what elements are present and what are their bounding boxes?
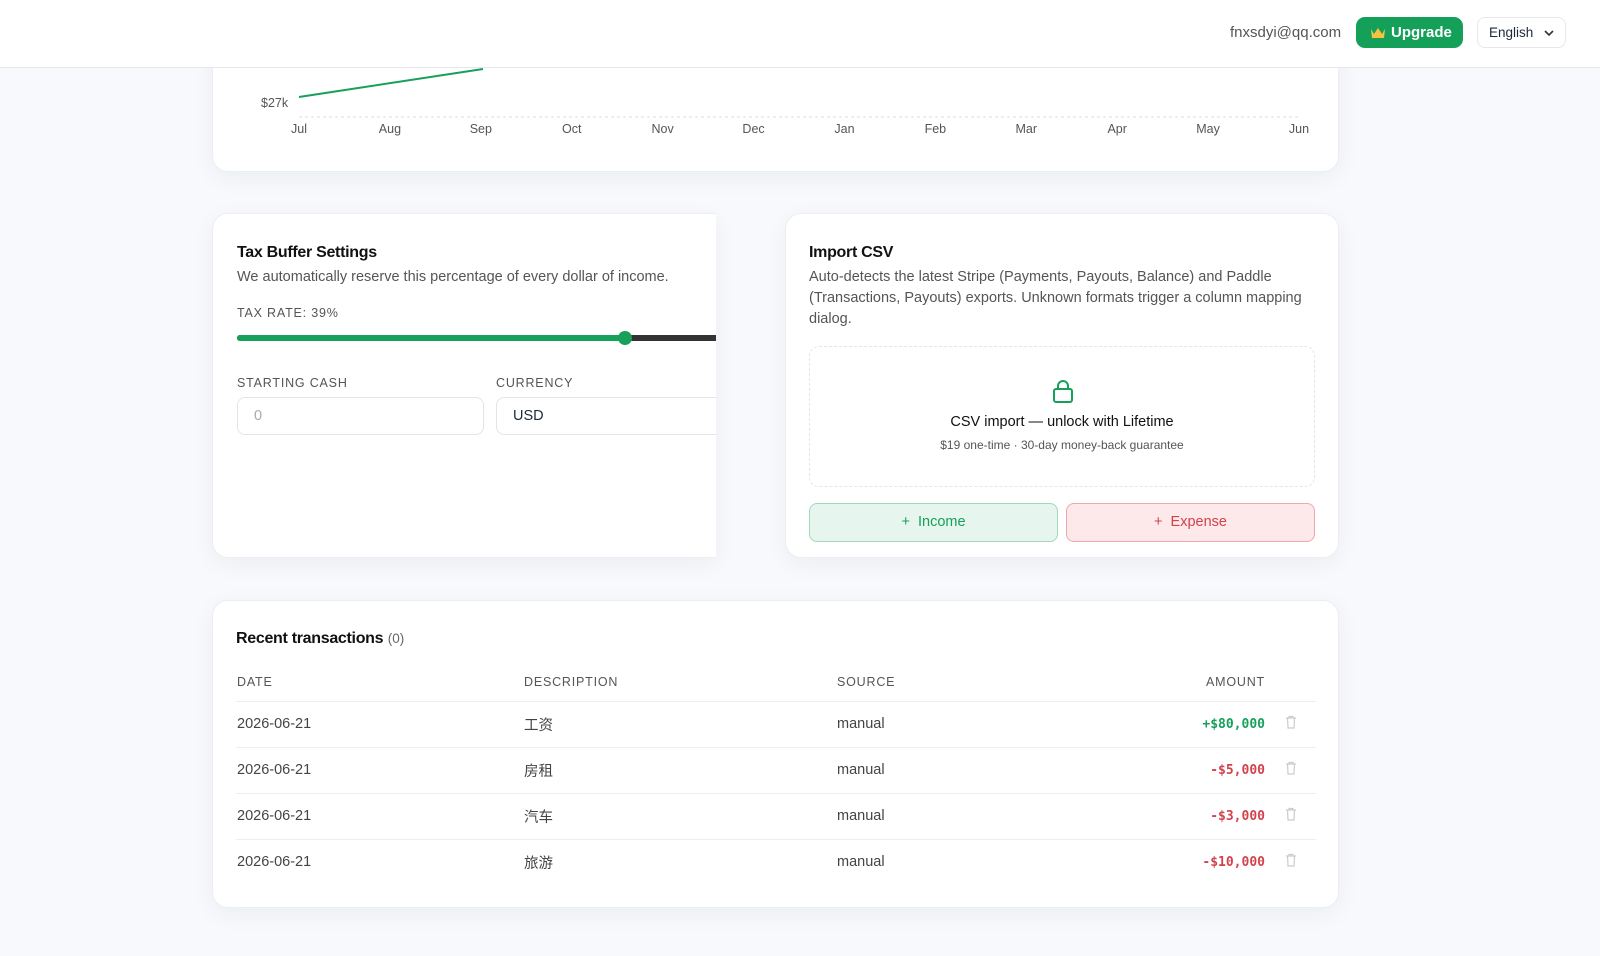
x-tick-label: Sep bbox=[469, 122, 492, 136]
delete-cell bbox=[1266, 792, 1316, 839]
col-header: SOURCE bbox=[837, 674, 896, 689]
trash-icon[interactable] bbox=[1285, 853, 1297, 867]
source: manual bbox=[836, 746, 1086, 793]
date: 2026-06-21 bbox=[236, 746, 523, 793]
card-title: Import CSV bbox=[809, 244, 894, 261]
trash-icon[interactable] bbox=[1285, 715, 1297, 729]
tax-rate-label: TAX RATE: 39% bbox=[237, 306, 339, 320]
x-tick-label: Mar bbox=[1015, 122, 1038, 136]
locked-box: CSV import — unlock with Lifetime $19 on… bbox=[809, 346, 1315, 487]
language-select[interactable]: English bbox=[1477, 17, 1566, 48]
lock-icon bbox=[1053, 380, 1073, 403]
slider-track[interactable] bbox=[237, 331, 716, 345]
x-tick-label: May bbox=[1196, 122, 1220, 136]
language: English bbox=[1489, 25, 1534, 40]
income-button[interactable]: + Income bbox=[809, 503, 1058, 542]
line bbox=[298, 68, 484, 98]
x-tick-label: Apr bbox=[1107, 122, 1127, 136]
slider-knob[interactable] bbox=[618, 331, 633, 345]
description: We automatically reserve this percentage… bbox=[237, 269, 669, 285]
x-tick-label: Dec bbox=[742, 122, 765, 136]
trash-icon[interactable] bbox=[1285, 761, 1297, 775]
source: manual bbox=[836, 792, 1086, 839]
row: 2026-06-21 汽车 manual -$3,000 bbox=[236, 792, 1316, 839]
button-label: Expense bbox=[1170, 514, 1227, 530]
card-title: Recent transactions bbox=[236, 630, 384, 647]
amount: -$5,000 bbox=[1086, 746, 1266, 793]
date: 2026-06-21 bbox=[236, 700, 523, 747]
col-header: AMOUNT bbox=[1206, 674, 1265, 689]
col-header: DATE bbox=[237, 674, 273, 689]
x-tick-label: Feb bbox=[924, 122, 947, 136]
amount: +$80,000 bbox=[1086, 700, 1266, 747]
source: manual bbox=[836, 838, 1086, 885]
col-header bbox=[1266, 663, 1316, 701]
description: 工资 bbox=[523, 700, 836, 747]
chevron bbox=[1544, 30, 1554, 37]
starting-cash-input[interactable]: 0 bbox=[237, 397, 484, 435]
description: 旅游 bbox=[523, 838, 836, 885]
crown-icon bbox=[1371, 28, 1385, 38]
transactions-table: DATE DESCRIPTION SOURCE AMOUNT 2026-06-2… bbox=[236, 663, 1316, 885]
row: 2026-06-21 工资 manual +$80,000 bbox=[236, 700, 1316, 747]
card-title: Tax Buffer Settings bbox=[237, 244, 377, 261]
import-card: Import CSV Auto-detects the latest Strip… bbox=[785, 213, 1339, 558]
delete-cell bbox=[1266, 700, 1316, 747]
row: 2026-06-21 房租 manual -$5,000 bbox=[236, 746, 1316, 793]
date: 2026-06-21 bbox=[236, 792, 523, 839]
upgrade-label: Upgrade bbox=[1391, 24, 1452, 41]
transactions-heading: Recent transactions (0) bbox=[236, 630, 404, 648]
transactions-card: Recent transactions (0) DATE DESCRIPTION… bbox=[212, 600, 1339, 908]
x-tick-label: Jan bbox=[834, 122, 855, 136]
currency-select[interactable]: USD bbox=[496, 397, 716, 435]
x-tick-label: Aug bbox=[378, 122, 402, 136]
field-label: CURRENCY bbox=[496, 376, 574, 390]
email: fnxsdyi@qq.com bbox=[1230, 24, 1342, 41]
delete-cell bbox=[1266, 746, 1316, 793]
x-tick-label: Jun bbox=[1288, 122, 1310, 136]
chart-lines bbox=[298, 68, 1299, 118]
tax-card: Tax Buffer Settings We automatically res… bbox=[212, 213, 716, 558]
count: (0) bbox=[387, 631, 405, 646]
upgrade-button[interactable]: Upgrade bbox=[1356, 17, 1463, 48]
header-row: DATE DESCRIPTION SOURCE AMOUNT bbox=[236, 663, 1316, 701]
header: fnxsdyi@qq.com Upgrade English bbox=[0, 0, 1600, 68]
amount: -$3,000 bbox=[1086, 792, 1266, 839]
description: 房租 bbox=[523, 746, 836, 793]
currency: USD bbox=[513, 408, 544, 424]
expense-button[interactable]: + Expense bbox=[1066, 503, 1315, 542]
description: 汽车 bbox=[523, 792, 836, 839]
locked-note: $19 one-time · 30-day money-back guarant… bbox=[940, 438, 1184, 452]
placeholder: 0 bbox=[254, 408, 263, 424]
button-label: Income bbox=[917, 514, 966, 530]
locked-title: CSV import — unlock with Lifetime bbox=[950, 414, 1174, 430]
x-tick-label: Nov bbox=[651, 122, 674, 136]
x-tick-label: Jul bbox=[291, 122, 307, 136]
col-header: DESCRIPTION bbox=[524, 674, 619, 689]
delete-cell bbox=[1266, 838, 1316, 885]
y-tick-label: $27k bbox=[261, 96, 289, 110]
slider-fill bbox=[237, 335, 626, 341]
date: 2026-06-21 bbox=[236, 838, 523, 885]
amount: -$10,000 bbox=[1086, 838, 1266, 885]
x-tick-label: Oct bbox=[561, 122, 582, 136]
description: Auto-detects the latest Stripe (Payments… bbox=[809, 269, 1302, 327]
field-label: STARTING CASH bbox=[237, 376, 348, 390]
source: manual bbox=[836, 700, 1086, 747]
row: 2026-06-21 旅游 manual -$10,000 bbox=[236, 838, 1316, 885]
trash-icon[interactable] bbox=[1285, 807, 1297, 821]
